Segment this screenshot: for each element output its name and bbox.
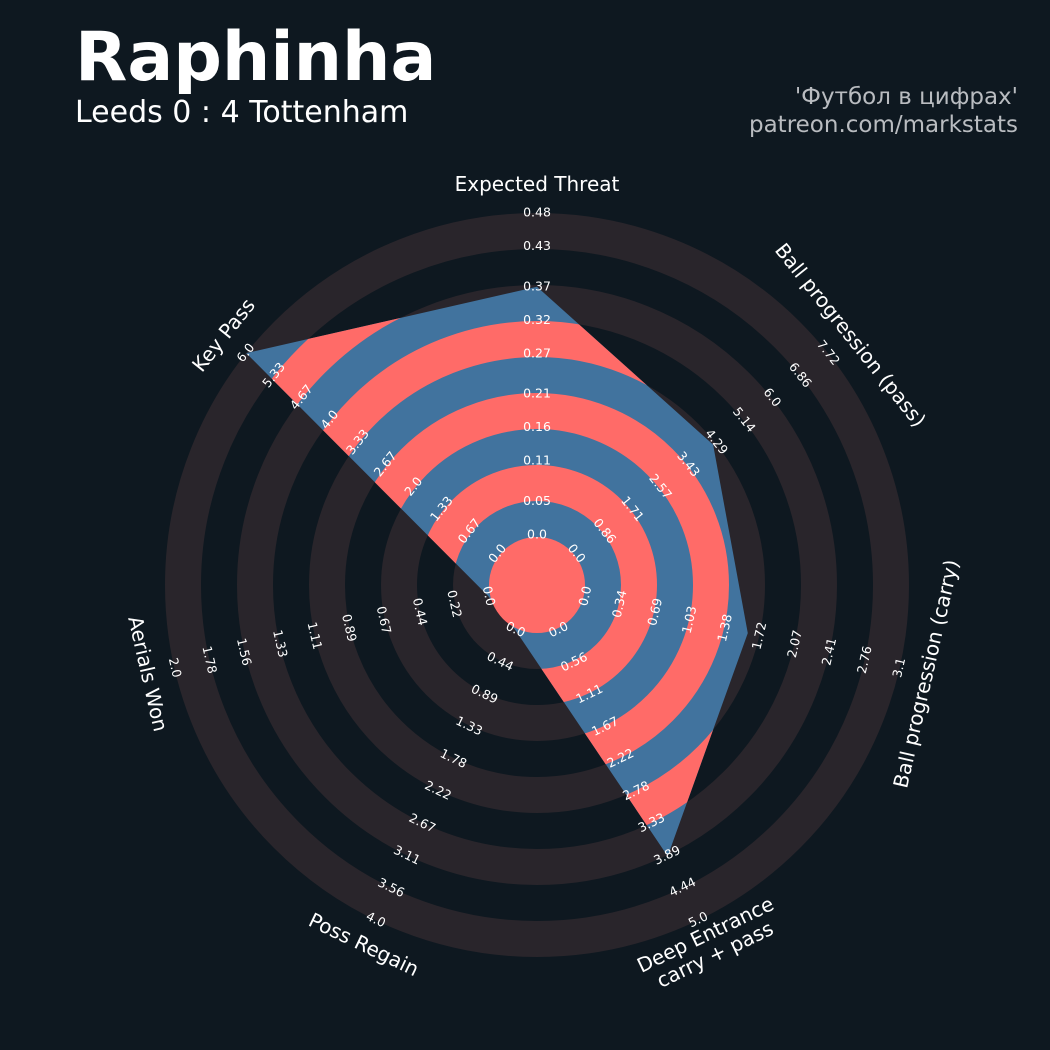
tick-label: 0.0	[480, 585, 499, 608]
tick-label: 0.43	[523, 238, 551, 253]
tick-label: 0.22	[444, 589, 465, 619]
chart-subtitle: Leeds 0 : 4 Tottenham	[75, 95, 408, 130]
credit: 'Футбол в цифрах'	[795, 84, 1018, 110]
tick-label: 1.72	[749, 620, 770, 650]
tick-label: 0.0	[527, 527, 547, 542]
tick-label: 2.07	[784, 629, 805, 659]
tick-label: 0.05	[523, 493, 551, 508]
tick-label: 1.33	[270, 628, 291, 658]
tick-label: 0.89	[339, 613, 360, 644]
tick-label: 1.38	[714, 613, 735, 644]
tick-label: 1.78	[199, 644, 220, 675]
axis-label-line: Expected Threat	[455, 172, 620, 196]
tick-label: 2.41	[818, 636, 839, 666]
chart-title: Raphinha	[75, 18, 436, 97]
tick-label: 0.48	[523, 205, 551, 220]
tick-label: 2.76	[854, 644, 875, 675]
tick-label: 0.69	[644, 597, 665, 628]
ring	[165, 213, 909, 957]
tick-label: 0.27	[523, 345, 551, 360]
tick-label: 0.0	[575, 585, 594, 608]
tick-label: 0.16	[523, 419, 551, 434]
tick-label: 0.44	[410, 596, 431, 627]
center-circle	[489, 537, 585, 633]
tick-label: 1.56	[234, 637, 255, 668]
tick-label: 1.03	[679, 604, 700, 634]
tick-label: 0.11	[523, 453, 551, 468]
tick-label: 0.34	[609, 588, 630, 619]
tick-label: 0.32	[523, 312, 551, 327]
tick-label: 0.21	[523, 386, 551, 401]
tick-label: 0.37	[523, 278, 551, 293]
axis-label: Expected Threat	[455, 172, 620, 196]
tick-label: 2.0	[166, 656, 185, 679]
credit: patreon.com/markstats	[749, 112, 1018, 138]
tick-label: 3.1	[889, 656, 908, 679]
tick-label: 0.67	[374, 605, 395, 635]
tick-label: 1.11	[305, 620, 326, 650]
